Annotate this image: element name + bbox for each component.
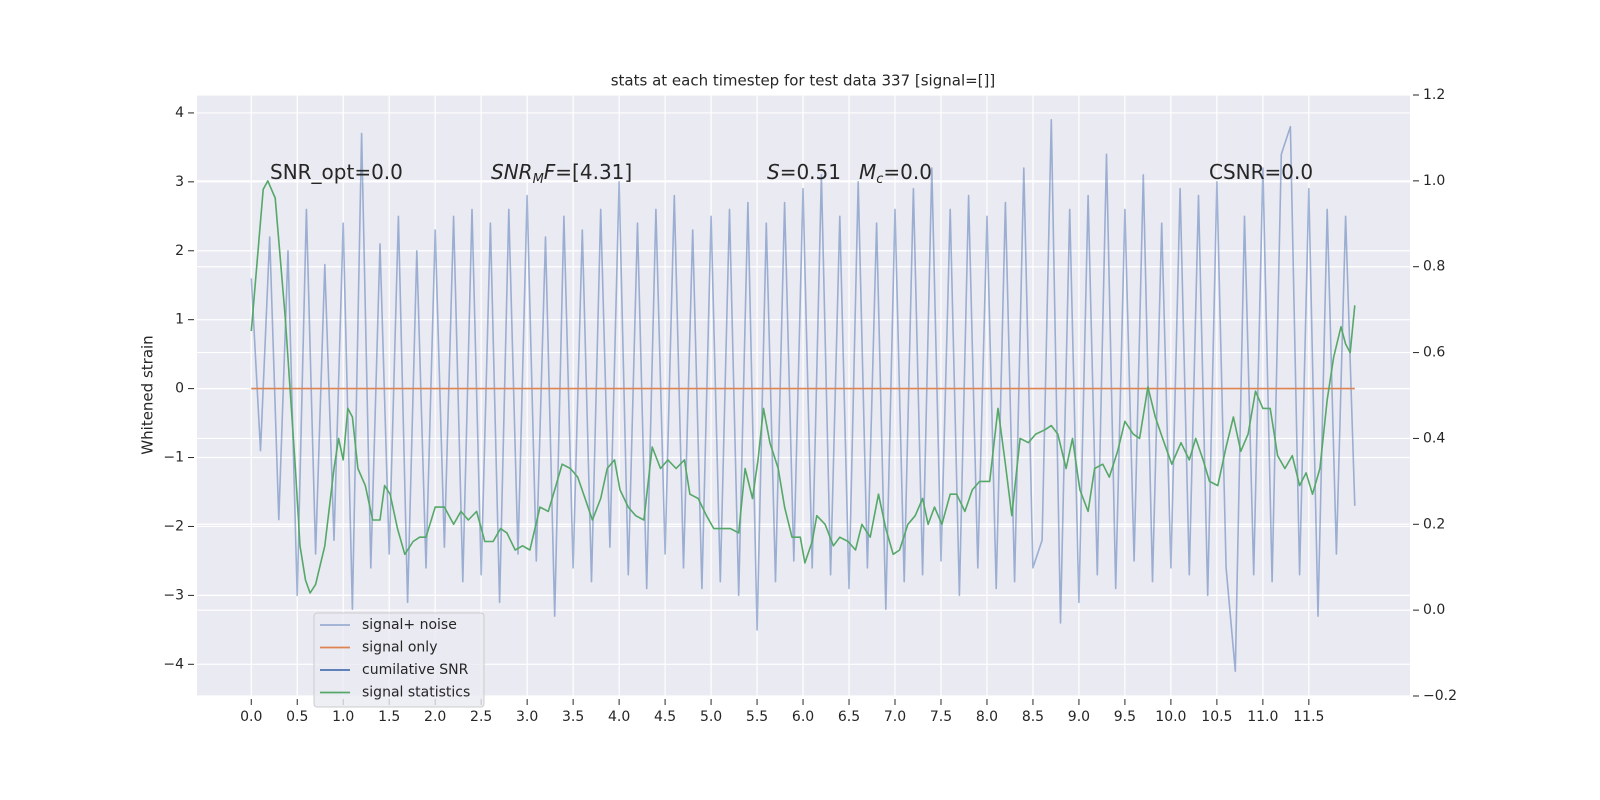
annotation-part: SNR_opt=0.0 bbox=[270, 160, 403, 184]
y-tick-label: −1 bbox=[163, 450, 184, 466]
x-tick-label: 7.5 bbox=[930, 709, 952, 725]
annotation-part: =[4.31] bbox=[555, 160, 632, 184]
x-tick-label: 10.0 bbox=[1155, 709, 1186, 725]
chart-title: stats at each timestep for test data 337… bbox=[611, 72, 996, 90]
x-tick-label: 11.0 bbox=[1247, 709, 1278, 725]
x-tick-label: 1.0 bbox=[332, 709, 354, 725]
annotation-part: SNR bbox=[491, 160, 533, 184]
y-tick-label: −2 bbox=[163, 518, 184, 534]
y-tick-label: 1 bbox=[175, 312, 184, 328]
y-tick-label: −3 bbox=[163, 587, 184, 603]
legend-label: cumilative SNR bbox=[362, 662, 469, 678]
y-axis-label: Whitened strain bbox=[139, 335, 157, 454]
legend: signal+ noise signal only cumilative SNR si… bbox=[313, 612, 485, 708]
legend-box bbox=[313, 612, 485, 708]
annotation: CSNR=0.0 bbox=[1209, 160, 1313, 184]
y2-tick-label: 0.8 bbox=[1423, 259, 1445, 275]
x-tick-label: 4.0 bbox=[608, 709, 630, 725]
x-tick-label: 2.0 bbox=[424, 709, 446, 725]
x-tick-label: 5.0 bbox=[700, 709, 722, 725]
annotation-part: M bbox=[533, 172, 544, 187]
y2-tick-label: 1.2 bbox=[1423, 87, 1445, 103]
y-tick-label: 4 bbox=[175, 105, 184, 121]
annotation-part: =0.0 bbox=[883, 160, 932, 184]
x-tick-label: 1.5 bbox=[378, 709, 400, 725]
x-tick-label: 9.5 bbox=[1114, 709, 1136, 725]
annotation: S=0.51 bbox=[767, 160, 841, 184]
annotation: SNRMF=[4.31] bbox=[491, 160, 632, 187]
x-tick-label: 3.0 bbox=[516, 709, 538, 725]
annotation: SNR_opt=0.0 bbox=[270, 160, 403, 184]
y-tick-label: 0 bbox=[175, 381, 184, 397]
x-tick-label: 0.0 bbox=[240, 709, 262, 725]
legend-label: signal only bbox=[362, 640, 437, 656]
annotation-part: c bbox=[876, 172, 883, 187]
y2-tick-label: 0.6 bbox=[1423, 345, 1445, 361]
annotation-part: S bbox=[767, 160, 780, 184]
x-tick-label: 11.5 bbox=[1293, 709, 1324, 725]
x-tick-label: 8.0 bbox=[976, 709, 998, 725]
y2-tick-label: 0.4 bbox=[1423, 430, 1445, 446]
annotation-part: M bbox=[859, 160, 876, 184]
annotation-part: =0.51 bbox=[780, 160, 841, 184]
annotation-part: F bbox=[544, 160, 556, 184]
y2-tick-label: 0.2 bbox=[1423, 516, 1445, 532]
x-tick-label: 9.0 bbox=[1068, 709, 1090, 725]
x-tick-label: 0.5 bbox=[286, 709, 308, 725]
legend-label: signal statistics bbox=[362, 685, 470, 701]
x-tick-label: 10.5 bbox=[1201, 709, 1232, 725]
x-tick-label: 5.5 bbox=[746, 709, 768, 725]
y2-tick-label: −0.2 bbox=[1423, 688, 1457, 704]
x-tick-label: 3.5 bbox=[562, 709, 584, 725]
x-tick-label: 6.5 bbox=[838, 709, 860, 725]
annotation-part: CSNR=0.0 bbox=[1209, 160, 1313, 184]
y2-tick-label: 1.0 bbox=[1423, 173, 1445, 189]
annotation: Mc=0.0 bbox=[859, 160, 932, 187]
x-tick-label: 7.0 bbox=[884, 709, 906, 725]
legend-label: signal+ noise bbox=[362, 617, 457, 633]
y2-tick-label: 0.0 bbox=[1423, 602, 1445, 618]
y-tick-label: −4 bbox=[163, 656, 184, 672]
y-tick-label: 2 bbox=[175, 243, 184, 259]
x-tick-label: 8.5 bbox=[1022, 709, 1044, 725]
x-tick-label: 2.5 bbox=[470, 709, 492, 725]
x-tick-label: 6.0 bbox=[792, 709, 814, 725]
y-tick-label: 3 bbox=[175, 174, 184, 190]
data-line bbox=[250, 180, 1356, 594]
x-tick-label: 4.5 bbox=[654, 709, 676, 725]
data-line bbox=[250, 119, 1356, 672]
